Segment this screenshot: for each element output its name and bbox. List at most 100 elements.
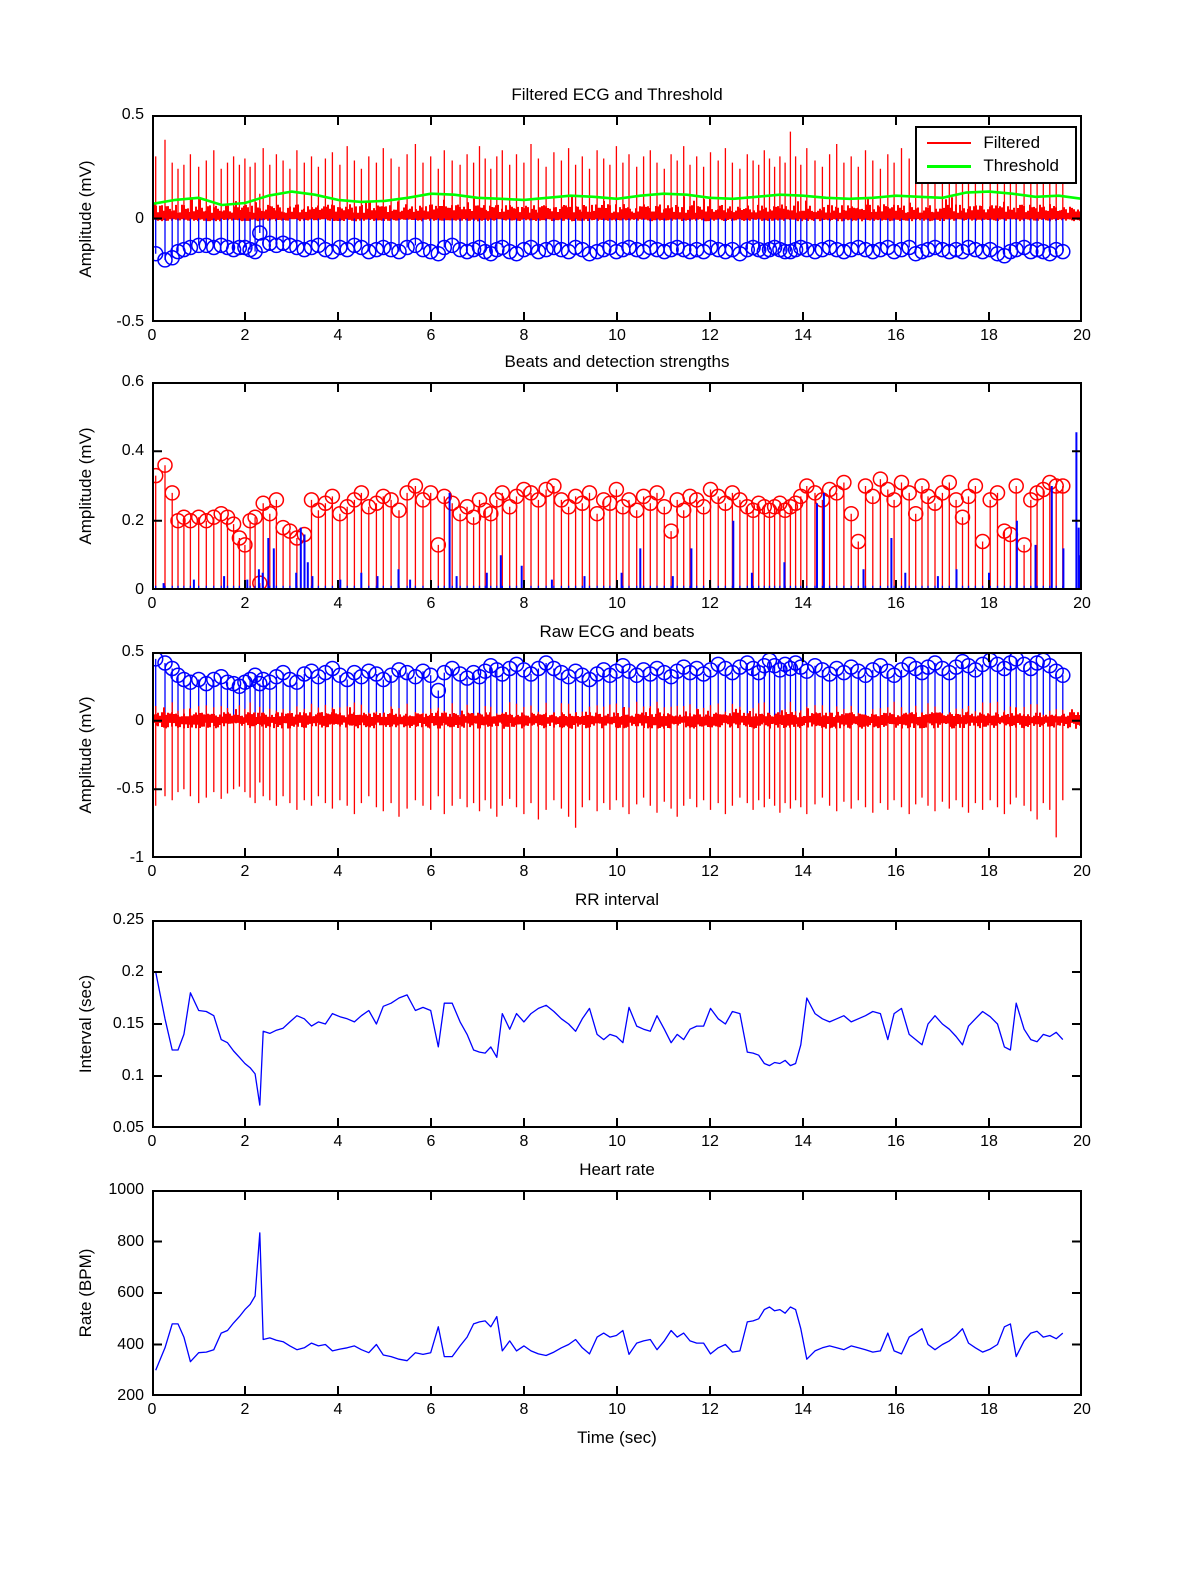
- y-tick-label: 0.2: [121, 963, 144, 980]
- y-tick-label: 0.4: [121, 442, 144, 460]
- x-tick-label: 18: [980, 1401, 998, 1418]
- x-axis-label-time: Time (sec): [577, 1428, 657, 1447]
- y-tick-label: -0.5: [116, 780, 144, 798]
- plot-canvas-heart-rate: [152, 1190, 1082, 1396]
- plot-canvas-filtered-ecg: [152, 115, 1082, 322]
- plot-title-rr-interval: RR interval: [574, 890, 660, 909]
- y-tick-label: 400: [117, 1335, 144, 1353]
- axis-box: [152, 1190, 1082, 1396]
- x-tick-label: 20: [1073, 327, 1091, 344]
- x-tick-label: 16: [887, 1133, 905, 1150]
- axis-box: [152, 920, 1082, 1128]
- x-tick-label: 20: [1073, 595, 1091, 612]
- x-tick-label: 2: [240, 327, 250, 344]
- legend-label-threshold: Threshold: [983, 156, 1059, 175]
- x-tick-label: 6: [426, 1133, 436, 1150]
- axis-box: [152, 115, 1082, 322]
- series-beat-baseline-ticks: [155, 585, 1064, 590]
- plot-title-heart-rate: Heart rate: [579, 1160, 655, 1179]
- x-tick-label: 6: [426, 1401, 436, 1418]
- x-tick-label: 4: [333, 327, 343, 344]
- x-tick-label: 2: [240, 595, 250, 612]
- legend-label-filtered: Filtered: [983, 133, 1041, 152]
- x-tick-label: 6: [426, 595, 436, 612]
- x-tick-label: 16: [887, 595, 905, 612]
- axis-ticks: [152, 1190, 1082, 1396]
- x-tick-label: 18: [980, 327, 998, 344]
- x-tick-label: 14: [794, 1133, 812, 1150]
- axis-box: [152, 652, 1082, 858]
- plot-title-detection-strengths: Beats and detection strengths: [504, 352, 730, 371]
- y-tick-label: 800: [117, 1232, 144, 1250]
- x-tick-label: 14: [794, 327, 812, 344]
- series-threshold: [152, 190, 1082, 207]
- x-tick-label: 12: [701, 863, 719, 880]
- series-raw-ecg-down-spikes: [155, 720, 1064, 838]
- y-tick-label: 200: [117, 1387, 144, 1404]
- y-axis-label-interval: Interval (sec): [76, 974, 95, 1074]
- x-tick-label: 6: [426, 327, 436, 344]
- y-tick-label: -0.5: [116, 313, 144, 330]
- x-tick-label: 10: [608, 1133, 626, 1150]
- x-tick-label: 16: [887, 863, 905, 880]
- plot-canvas-rr-interval: [152, 920, 1082, 1128]
- y-tick-label: 0: [135, 581, 144, 598]
- series-noise-detection-spikes: [162, 432, 1082, 590]
- x-tick-label: 10: [608, 327, 626, 344]
- y-tick-label: 0.25: [112, 911, 144, 928]
- x-tick-label: 2: [240, 1401, 250, 1418]
- x-tick-label: 18: [980, 595, 998, 612]
- subplot-raw-ecg: Raw ECG and beats Amplitude (mV) 0 2 4 6 8 10…: [76, 622, 1091, 880]
- x-tick-label: 20: [1073, 863, 1091, 880]
- y-tick-label: 0.1: [121, 1067, 144, 1084]
- y-tick-label: -1: [129, 849, 144, 866]
- x-tick-label: 8: [519, 1401, 529, 1418]
- y-tick-label: 600: [117, 1284, 144, 1301]
- axis-ticks: [152, 115, 1082, 322]
- axis-ticks: [152, 920, 1082, 1128]
- x-tick-label: 10: [608, 1401, 626, 1418]
- y-tick-label: 0.05: [112, 1119, 144, 1136]
- plot-canvas-raw-ecg: [152, 652, 1082, 858]
- series-detection-stems: [152, 218, 1071, 268]
- x-tick-label: 18: [980, 863, 998, 880]
- x-tick-label: 4: [333, 1401, 343, 1418]
- plot-canvas-detection-strengths: [152, 382, 1082, 590]
- plot-title-raw-ecg: Raw ECG and beats: [539, 622, 695, 641]
- legend: Filtered Threshold: [915, 126, 1077, 184]
- x-tick-label: 8: [519, 595, 529, 612]
- x-tick-label: 4: [333, 595, 343, 612]
- x-tick-label: 18: [980, 1133, 998, 1150]
- x-tick-label: 20: [1073, 1401, 1091, 1418]
- x-tick-label: 0: [147, 1133, 157, 1150]
- x-tick-label: 8: [519, 863, 529, 880]
- plot-title-filtered-ecg: Filtered ECG and Threshold: [511, 85, 723, 104]
- x-tick-label: 4: [333, 863, 343, 880]
- x-tick-label: 16: [887, 327, 905, 344]
- x-tick-label: 8: [519, 1133, 529, 1150]
- y-tick-label: 0.6: [121, 373, 144, 390]
- series-heart-rate-line: [155, 1232, 1064, 1371]
- y-tick-label: 0: [135, 711, 144, 729]
- subplot-filtered-ecg: Filtered ECG and Threshold Amplitude (mV…: [76, 85, 1091, 344]
- legend-row-threshold: Threshold: [927, 156, 1059, 176]
- x-tick-label: 16: [887, 1401, 905, 1418]
- y-axis-label-rate: Rate (BPM): [76, 1248, 95, 1338]
- x-tick-label: 6: [426, 863, 436, 880]
- y-tick-label: 0.5: [121, 106, 144, 123]
- legend-line-threshold: [927, 164, 972, 168]
- x-tick-label: 0: [147, 863, 157, 880]
- x-tick-label: 14: [794, 1401, 812, 1418]
- x-tick-label: 0: [147, 595, 157, 612]
- y-axis-label-amplitude-1: Amplitude (mV): [76, 159, 95, 278]
- x-tick-label: 4: [333, 1133, 343, 1150]
- x-tick-label: 0: [147, 327, 157, 344]
- x-tick-label: 12: [701, 595, 719, 612]
- x-tick-label: 20: [1073, 1133, 1091, 1150]
- axis-box: [152, 382, 1082, 590]
- y-tick-label: 0.2: [121, 511, 144, 529]
- x-tick-label: 14: [794, 595, 812, 612]
- x-tick-label: 12: [701, 1133, 719, 1150]
- x-tick-label: 10: [608, 595, 626, 612]
